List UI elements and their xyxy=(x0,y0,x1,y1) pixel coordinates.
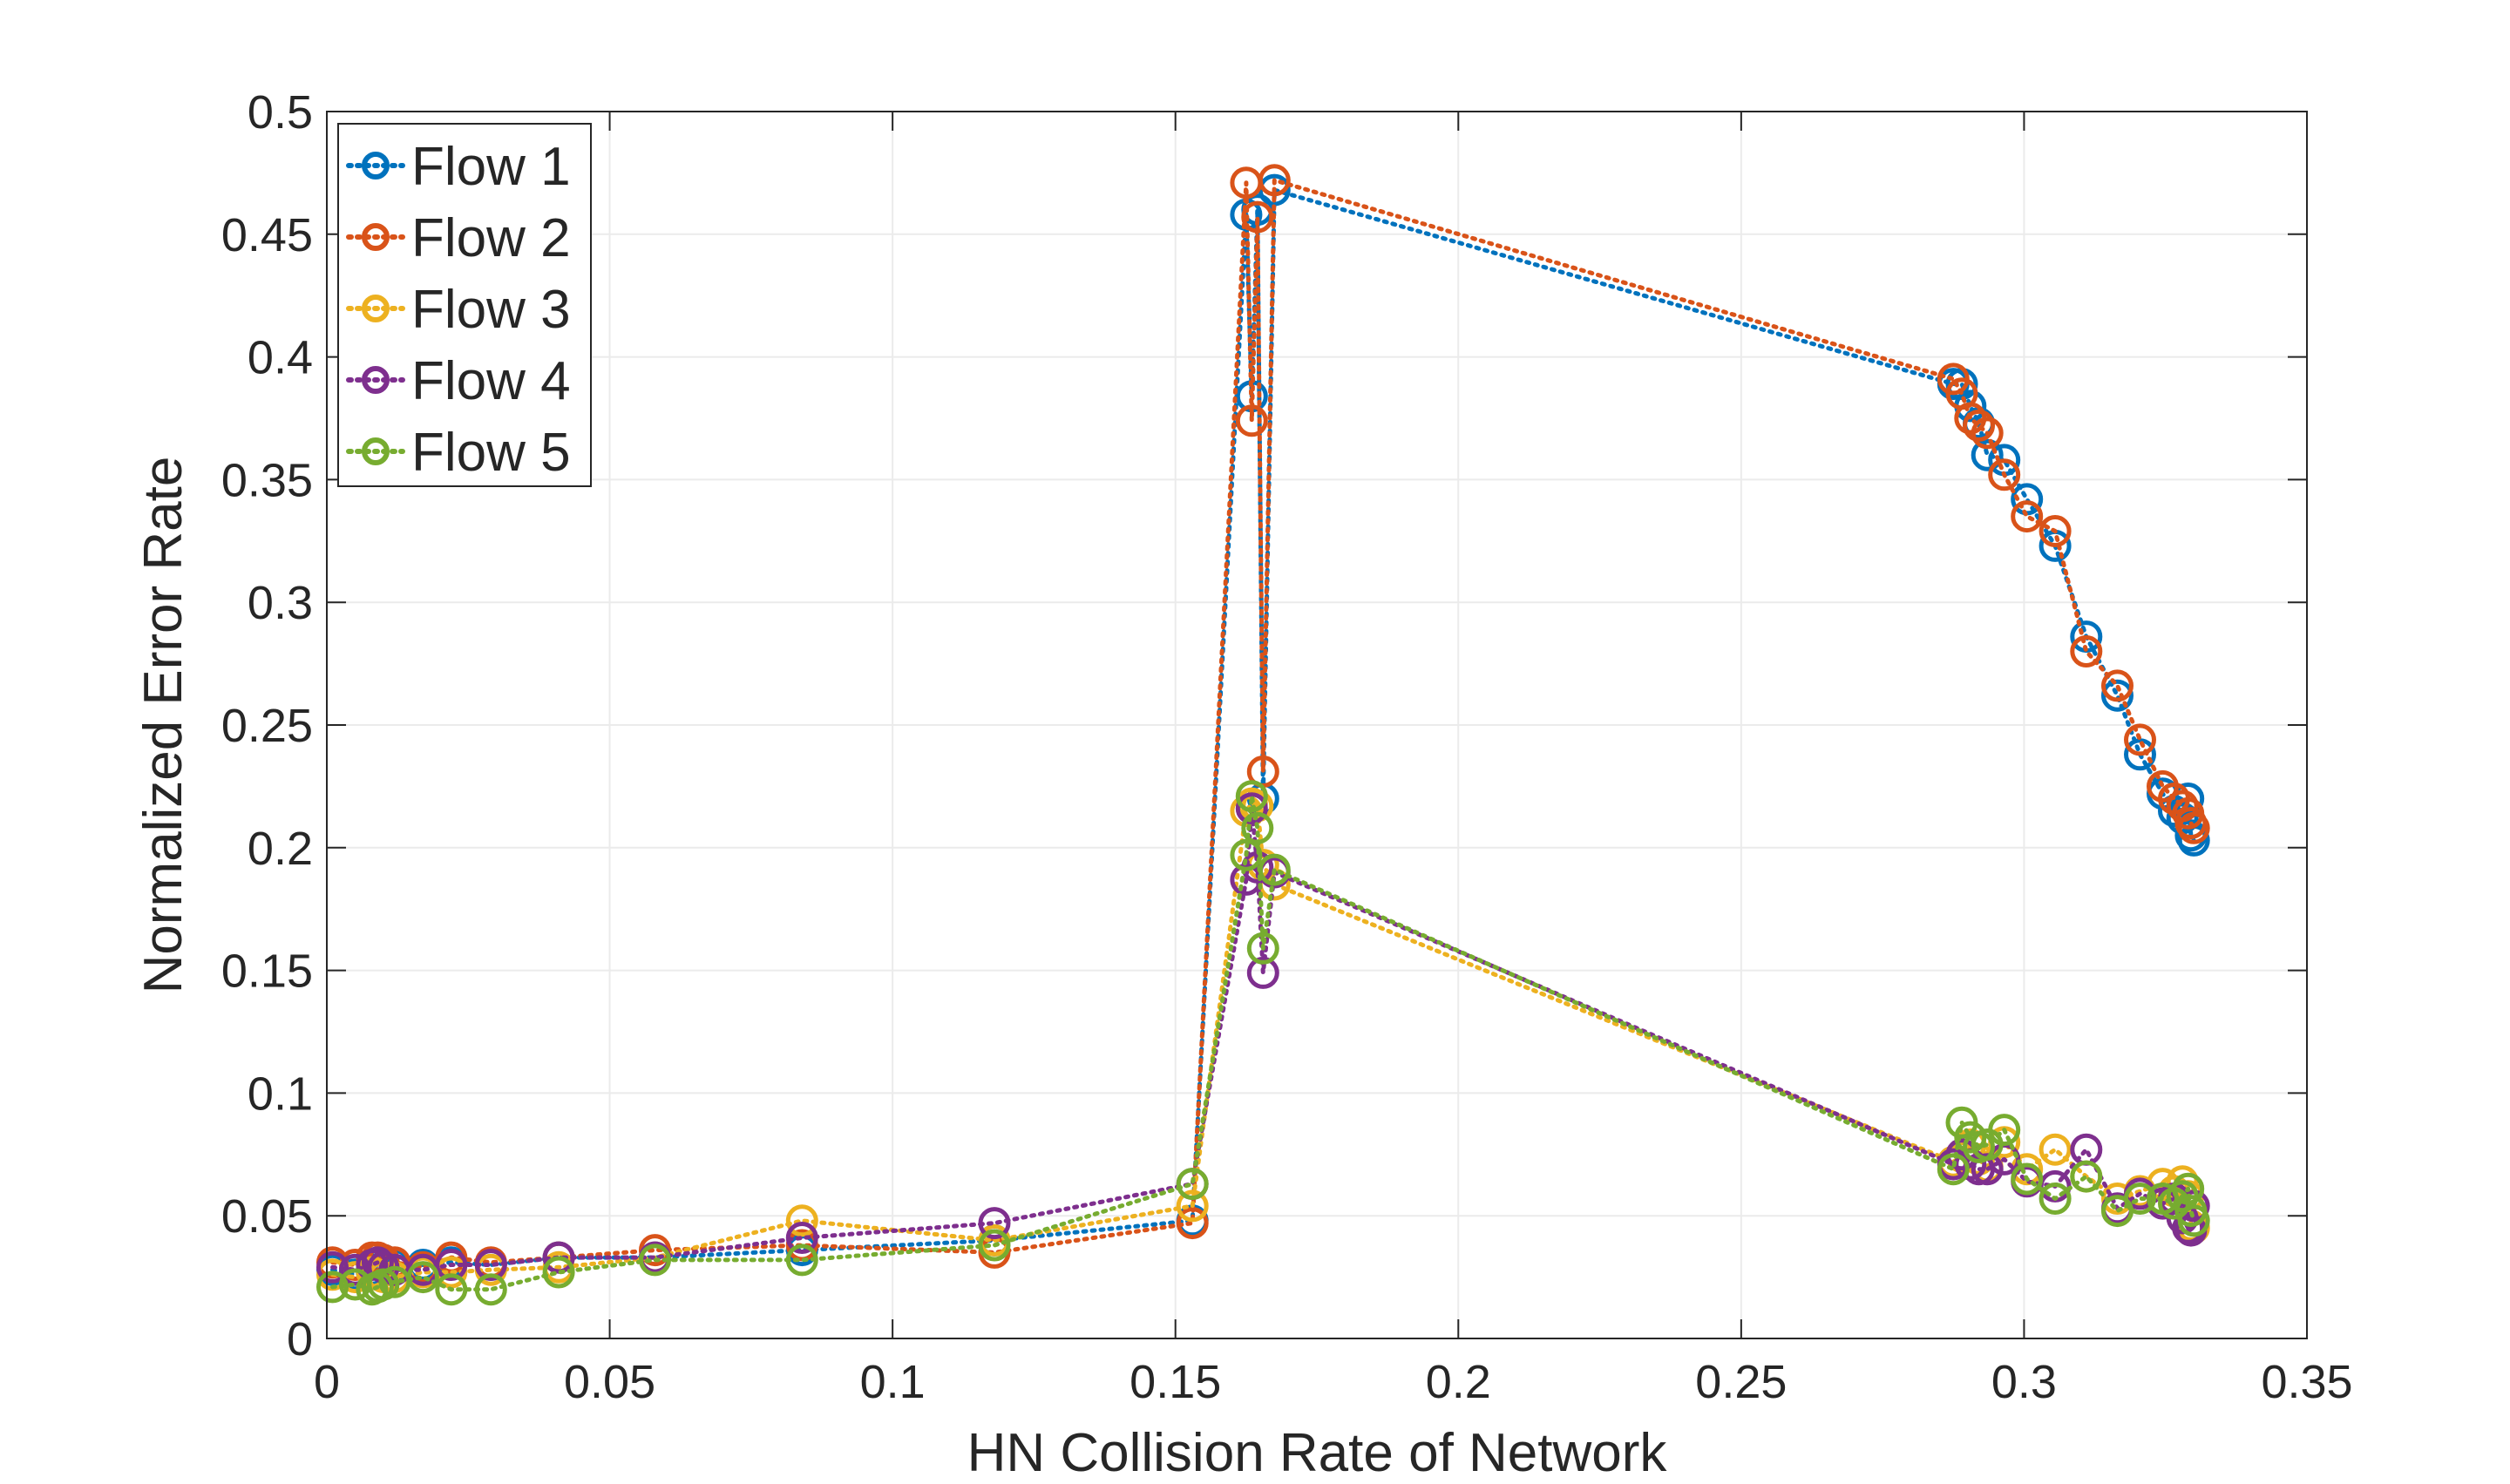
legend-swatch-marker xyxy=(362,366,390,394)
legend[interactable]: Flow 1 Flow 2 Flow 3 Flow 4 Flow 5 xyxy=(337,123,592,487)
series-flow-2 xyxy=(316,164,2210,1284)
data-point xyxy=(367,1268,400,1301)
data-point xyxy=(1988,458,2021,491)
x-tick-label: 0.3 xyxy=(1991,1356,2057,1408)
data-point xyxy=(2039,1182,2072,1215)
legend-entry-flow-5[interactable]: Flow 5 xyxy=(346,423,571,483)
data-point xyxy=(2039,1133,2072,1166)
data-point xyxy=(1971,1153,2004,1186)
data-point xyxy=(978,1207,1011,1240)
data-point xyxy=(1258,853,1291,886)
series-layer xyxy=(316,164,2210,1306)
x-axis-title: HN Collision Rate of Network xyxy=(967,1423,1668,1480)
x-tick-label: 0.35 xyxy=(2261,1356,2352,1408)
data-point xyxy=(2070,635,2103,667)
legend-label: Flow 4 xyxy=(411,351,571,411)
data-point xyxy=(474,1273,507,1306)
data-point xyxy=(1241,811,1274,844)
y-tick-label: 0.25 xyxy=(221,700,313,752)
data-point xyxy=(474,1249,507,1281)
y-tick-label: 0.45 xyxy=(221,209,313,261)
data-point xyxy=(435,1249,468,1281)
legend-label: Flow 3 xyxy=(411,280,571,340)
data-point xyxy=(1176,1207,1209,1240)
y-tick-label: 0.4 xyxy=(248,332,313,384)
data-point xyxy=(1176,1168,1209,1201)
data-point xyxy=(435,1273,468,1306)
data-point xyxy=(2172,1172,2205,1205)
y-tick-label: 0.1 xyxy=(248,1067,313,1120)
y-tick-label: 0.35 xyxy=(221,454,313,506)
y-tick-label: 0.3 xyxy=(248,577,313,629)
data-point xyxy=(1988,1114,2021,1147)
legend-label: Flow 2 xyxy=(411,208,571,268)
data-point xyxy=(406,1261,439,1294)
data-point xyxy=(1954,1121,1987,1154)
data-point xyxy=(639,1243,671,1277)
data-point xyxy=(2070,1160,2103,1193)
data-point xyxy=(1176,1189,1209,1223)
data-point xyxy=(542,1256,575,1289)
series-flow-5 xyxy=(316,780,2210,1306)
data-point xyxy=(2124,738,2156,771)
data-point xyxy=(1971,417,2004,450)
data-point xyxy=(978,1229,1011,1262)
legend-entry-flow-2[interactable]: Flow 2 xyxy=(346,208,571,268)
x-tick-label: 0.2 xyxy=(1426,1356,1491,1408)
legend-entry-flow-1[interactable]: Flow 1 xyxy=(346,137,571,197)
data-point xyxy=(1235,792,1268,825)
y-tick-label: 0 xyxy=(287,1313,313,1365)
x-tick-label: 0.25 xyxy=(1695,1356,1787,1408)
data-point xyxy=(785,1222,818,1254)
data-point xyxy=(2101,679,2134,712)
data-point xyxy=(2039,515,2072,547)
data-point xyxy=(2011,1162,2044,1196)
x-tick-label: 0.15 xyxy=(1130,1356,1221,1408)
ticks: 0 0.05 0.1 0.15 0.2 0.25 0.3 0.35 0 0.05 0.1 0.15 0.… xyxy=(221,86,2353,1408)
data-point xyxy=(2101,669,2134,702)
data-point xyxy=(785,1243,818,1277)
data-point xyxy=(1241,200,1274,234)
data-point xyxy=(2124,1182,2156,1215)
data-point xyxy=(1230,838,1263,871)
legend-swatch-marker xyxy=(362,437,390,465)
series-line xyxy=(330,794,2196,1292)
data-point xyxy=(2177,811,2210,844)
data-point xyxy=(1963,409,1995,442)
legend-label: Flow 1 xyxy=(411,137,571,197)
y-axis-title: Normalized Error Rate xyxy=(133,457,193,994)
legend-entry-flow-3[interactable]: Flow 3 xyxy=(346,280,571,340)
x-tick-label: 0.1 xyxy=(860,1356,926,1408)
data-point xyxy=(1971,438,2004,471)
y-tick-label: 0.15 xyxy=(221,945,313,998)
legend-swatch-marker xyxy=(362,295,390,322)
legend-swatch-marker xyxy=(362,152,390,180)
data-point xyxy=(2124,723,2156,756)
x-tick-label: 0 xyxy=(314,1356,340,1408)
y-tick-label: 0.5 xyxy=(248,86,313,139)
data-point xyxy=(1937,1153,1970,1186)
data-point xyxy=(2011,500,2044,533)
y-tick-label: 0.05 xyxy=(221,1190,313,1243)
series-line xyxy=(330,801,2196,1280)
legend-label: Flow 5 xyxy=(411,423,571,483)
data-point xyxy=(1258,164,1291,197)
legend-box xyxy=(337,123,592,487)
y-tick-label: 0.2 xyxy=(248,823,313,875)
data-point xyxy=(1235,780,1268,813)
x-tick-label: 0.05 xyxy=(564,1356,655,1408)
data-point xyxy=(316,1250,349,1284)
legend-entry-flow-4[interactable]: Flow 4 xyxy=(346,351,571,411)
legend-swatch-marker xyxy=(362,223,390,251)
data-point xyxy=(785,1204,818,1237)
data-point xyxy=(2177,1204,2210,1237)
series-line xyxy=(330,178,2196,1270)
data-point xyxy=(1235,404,1268,437)
data-point xyxy=(1246,932,1279,965)
data-point xyxy=(316,1271,349,1304)
data-point xyxy=(1246,956,1279,989)
